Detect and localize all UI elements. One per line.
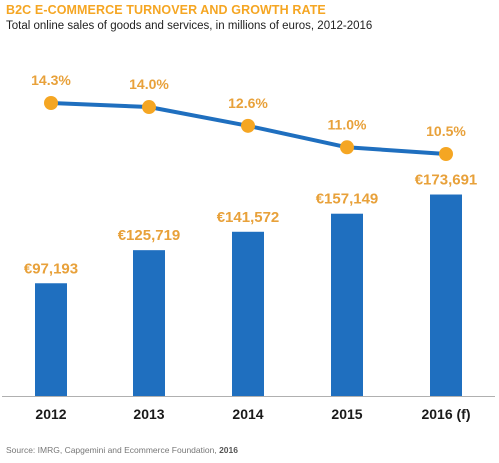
growth-rate-label: 14.0% — [129, 76, 169, 92]
bars-layer — [35, 194, 462, 396]
growth-rate-point — [340, 140, 354, 155]
bar-value-label: €157,149 — [316, 191, 379, 208]
growth-rate-point — [241, 118, 255, 133]
bar-2013 — [133, 250, 165, 396]
category-label: 2015 — [331, 406, 362, 422]
growth-rate-label: 10.5% — [426, 123, 466, 139]
growth-rate-label: 12.6% — [228, 95, 268, 111]
category-label: 2013 — [133, 406, 164, 422]
bar-2016 (f) — [430, 194, 462, 396]
bar-2014 — [232, 231, 264, 396]
growth-rate-point — [439, 147, 453, 161]
category-label: 2016 (f) — [421, 406, 470, 422]
bar-value-label: €173,691 — [415, 172, 478, 189]
bar-value-label: €125,719 — [118, 227, 181, 244]
bar-2012 — [35, 283, 67, 396]
bar-2015 — [331, 213, 363, 396]
labels-layer: €97,193 2012 €125,719 2013 €141,572 2014 €157,… — [24, 172, 477, 422]
bar-value-label: €141,572 — [217, 209, 280, 226]
chart-subtitle: Total online sales of goods and services… — [6, 20, 373, 32]
chart-title: B2C E-COMMERCE TURNOVER AND GROWTH RATE — [6, 3, 326, 17]
growth-rate-label: 11.0% — [328, 116, 367, 132]
growth-line-layer: 14.3% 14.0% 12.6% 11.0% 10.5% — [31, 72, 466, 161]
source-year: 2016 — [219, 445, 238, 455]
source-note: Source: IMRG, Capgemini and Ecommerce Fo… — [6, 445, 238, 455]
source-text: Source: IMRG, Capgemini and Ecommerce Fo… — [6, 445, 220, 455]
bar-value-label: €97,193 — [24, 260, 78, 277]
category-label: 2012 — [35, 406, 66, 422]
growth-rate-point — [44, 96, 58, 110]
growth-rate-label: 14.3% — [31, 72, 71, 88]
category-label: 2014 — [232, 406, 263, 422]
growth-rate-point — [142, 100, 156, 115]
